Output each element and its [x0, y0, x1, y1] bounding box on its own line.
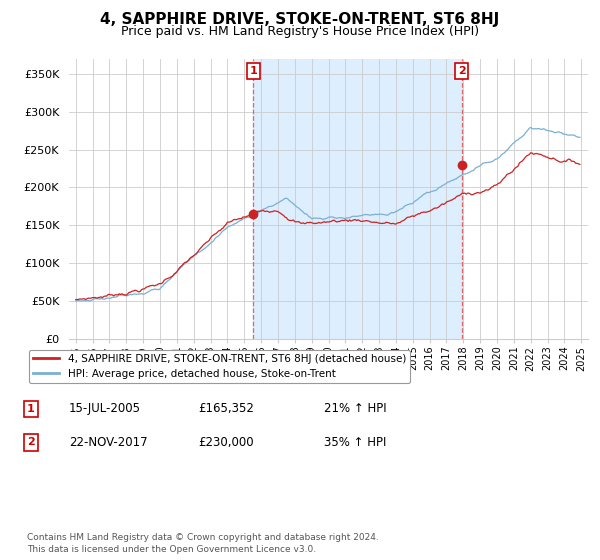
Bar — [253, 59, 461, 339]
Text: 2: 2 — [27, 437, 35, 447]
Text: 21% ↑ HPI: 21% ↑ HPI — [324, 402, 386, 416]
Text: £230,000: £230,000 — [198, 436, 254, 449]
Text: 15-JUL-2005: 15-JUL-2005 — [69, 402, 141, 416]
Legend: 4, SAPPHIRE DRIVE, STOKE-ON-TRENT, ST6 8HJ (detached house), HPI: Average price,: 4, SAPPHIRE DRIVE, STOKE-ON-TRENT, ST6 8… — [29, 349, 410, 383]
Text: 22-NOV-2017: 22-NOV-2017 — [69, 436, 148, 449]
Text: 4, SAPPHIRE DRIVE, STOKE-ON-TRENT, ST6 8HJ: 4, SAPPHIRE DRIVE, STOKE-ON-TRENT, ST6 8… — [100, 12, 500, 27]
Text: 1: 1 — [27, 404, 35, 414]
Text: 1: 1 — [250, 66, 257, 76]
Text: 2: 2 — [458, 66, 466, 76]
Text: Price paid vs. HM Land Registry's House Price Index (HPI): Price paid vs. HM Land Registry's House … — [121, 25, 479, 38]
Text: 35% ↑ HPI: 35% ↑ HPI — [324, 436, 386, 449]
Text: Contains HM Land Registry data © Crown copyright and database right 2024.
This d: Contains HM Land Registry data © Crown c… — [27, 533, 379, 554]
Text: £165,352: £165,352 — [198, 402, 254, 416]
